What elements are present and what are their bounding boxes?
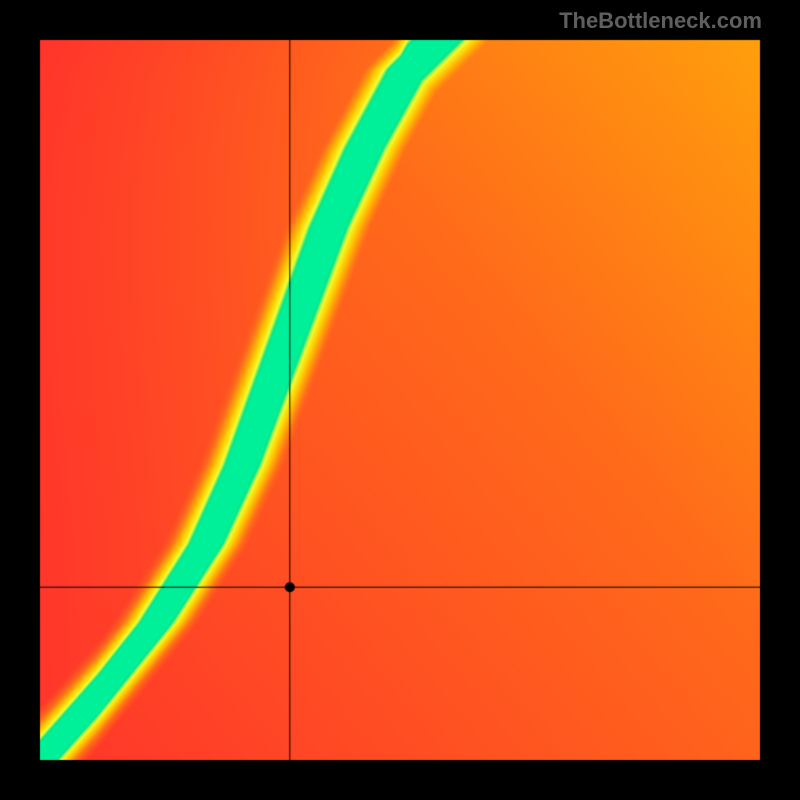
heatmap-canvas bbox=[0, 0, 800, 800]
watermark-text: TheBottleneck.com bbox=[559, 8, 762, 34]
chart-container: TheBottleneck.com bbox=[0, 0, 800, 800]
